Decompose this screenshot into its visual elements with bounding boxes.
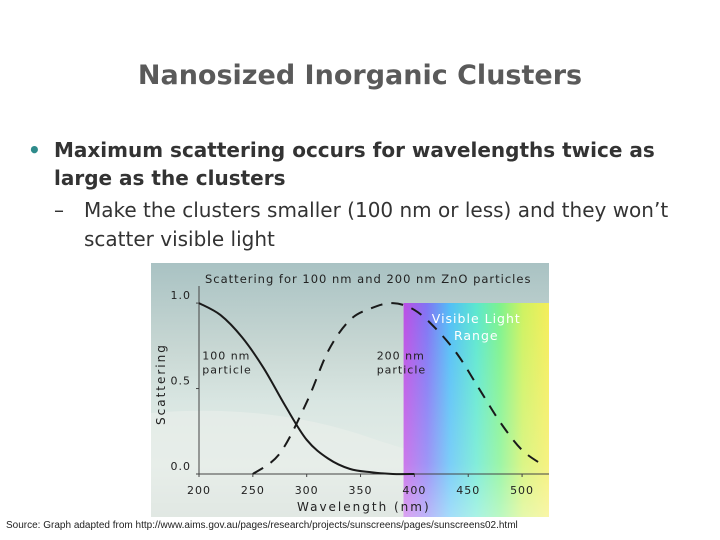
visible-light-band-fade <box>403 303 549 517</box>
series-label: 200 nm <box>377 349 425 362</box>
y-tick-label: 1.0 <box>171 289 192 302</box>
series-label: particle <box>202 363 252 376</box>
bullet-text: Maximum scattering occurs for wavelength… <box>54 138 655 190</box>
series-line <box>198 302 415 476</box>
x-axis-title: Wavelength (nm) <box>297 500 431 514</box>
bullet-marker: • <box>28 138 41 162</box>
scattering-chart: Visible Light Range 200 250 300 350 400 450 500… <box>151 263 549 517</box>
x-tick-label: 300 <box>295 484 319 497</box>
y-axis-title: Scattering <box>154 343 168 425</box>
y-tick-label: 0.0 <box>171 460 192 473</box>
band-label: Visible Light <box>432 311 521 326</box>
series-label: 100 nm <box>202 349 250 362</box>
bullet-list: • Maximum scattering occurs for waveleng… <box>28 136 708 254</box>
sub-bullet-item: – Make the clusters smaller (100 nm or l… <box>54 196 708 254</box>
x-tick-label: 400 <box>402 484 426 497</box>
x-tick-label: 200 <box>187 484 211 497</box>
x-tick-label: 350 <box>349 484 373 497</box>
x-tick-label: 450 <box>456 484 480 497</box>
chart-title: Scattering for 100 nm and 200 nm ZnO par… <box>205 272 531 286</box>
sub-bullet-marker: – <box>54 198 64 222</box>
x-tick-label: 250 <box>241 484 265 497</box>
x-tick-label: 500 <box>510 484 534 497</box>
source-citation: Source: Graph adapted from http://www.ai… <box>6 520 518 531</box>
series-label: particle <box>377 363 427 376</box>
band-label: Range <box>454 328 499 343</box>
y-tick-label: 0.5 <box>171 375 192 388</box>
slide-title: Nanosized Inorganic Clusters <box>137 60 583 91</box>
sub-bullet-text: Make the clusters smaller (100 nm or les… <box>84 198 669 251</box>
bullet-item: • Maximum scattering occurs for waveleng… <box>28 136 708 192</box>
